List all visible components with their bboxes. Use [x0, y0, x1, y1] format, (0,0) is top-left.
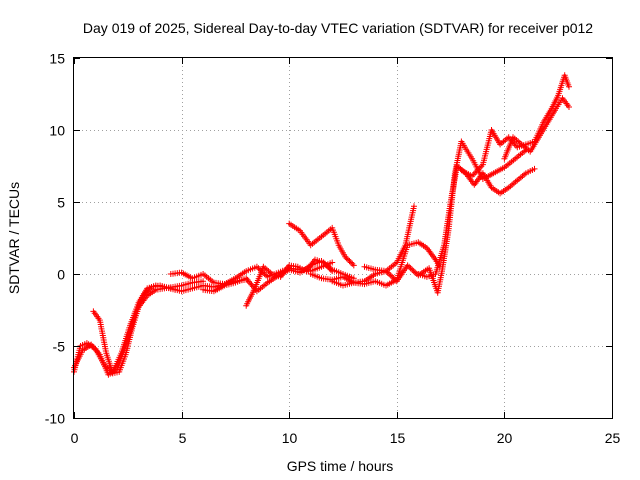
data-point [200, 278, 207, 285]
x-tick-label: 5 [179, 430, 187, 446]
x-tick-label: 25 [605, 430, 621, 446]
y-tick-label: 10 [49, 123, 65, 139]
series-3 [90, 278, 207, 377]
data-point [531, 165, 538, 172]
x-tick-label: 20 [497, 430, 513, 446]
data-point [566, 83, 572, 90]
y-axis-label: SDTVAR / TECUs [6, 182, 22, 294]
x-tick-label: 15 [390, 430, 406, 446]
x-tick-label: 10 [282, 430, 298, 446]
y-tick-label: -10 [45, 411, 65, 427]
y-tick-label: -5 [53, 339, 66, 355]
series-6 [243, 256, 336, 309]
chart-title: Day 019 of 2025, Sidereal Day-to-day VTE… [83, 20, 593, 36]
data-point [327, 266, 334, 273]
series-11 [415, 163, 538, 280]
x-axis-label: GPS time / hours [287, 458, 394, 474]
plot-frame [73, 57, 613, 419]
y-tick-label: 5 [57, 195, 65, 211]
data-point [329, 268, 336, 275]
data-point [350, 262, 357, 269]
data-point [329, 259, 336, 266]
axis-ticks: 0 5 10 15 20 25 -10 -5 0 5 10 15 [45, 51, 621, 447]
series-line [503, 97, 570, 160]
y-tick-label: 0 [57, 267, 65, 283]
data-point [323, 262, 330, 269]
series-13 [501, 95, 572, 162]
data-point [343, 255, 350, 262]
series-10 [361, 138, 529, 296]
grid [74, 58, 612, 418]
x-tick-label: 0 [71, 430, 79, 446]
series-7 [286, 220, 357, 269]
data-series [71, 72, 572, 378]
data-point [347, 259, 354, 266]
y-tick-label: 15 [49, 51, 65, 67]
data-point [566, 104, 572, 110]
data-point [411, 203, 417, 210]
